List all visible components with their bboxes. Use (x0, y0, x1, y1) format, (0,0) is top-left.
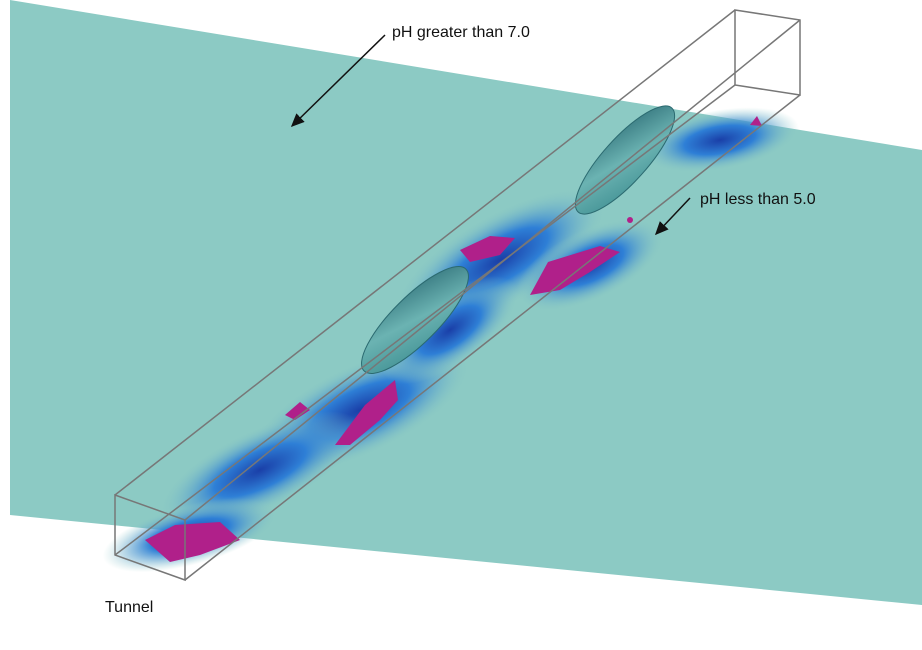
annotation: Tunnel (105, 599, 153, 616)
annotation: pH less than 5.0 (700, 191, 816, 208)
visualization: pH greater than 7.0 pH less than 5.0 Tun… (0, 0, 922, 650)
annotation: pH greater than 7.0 (392, 24, 530, 41)
